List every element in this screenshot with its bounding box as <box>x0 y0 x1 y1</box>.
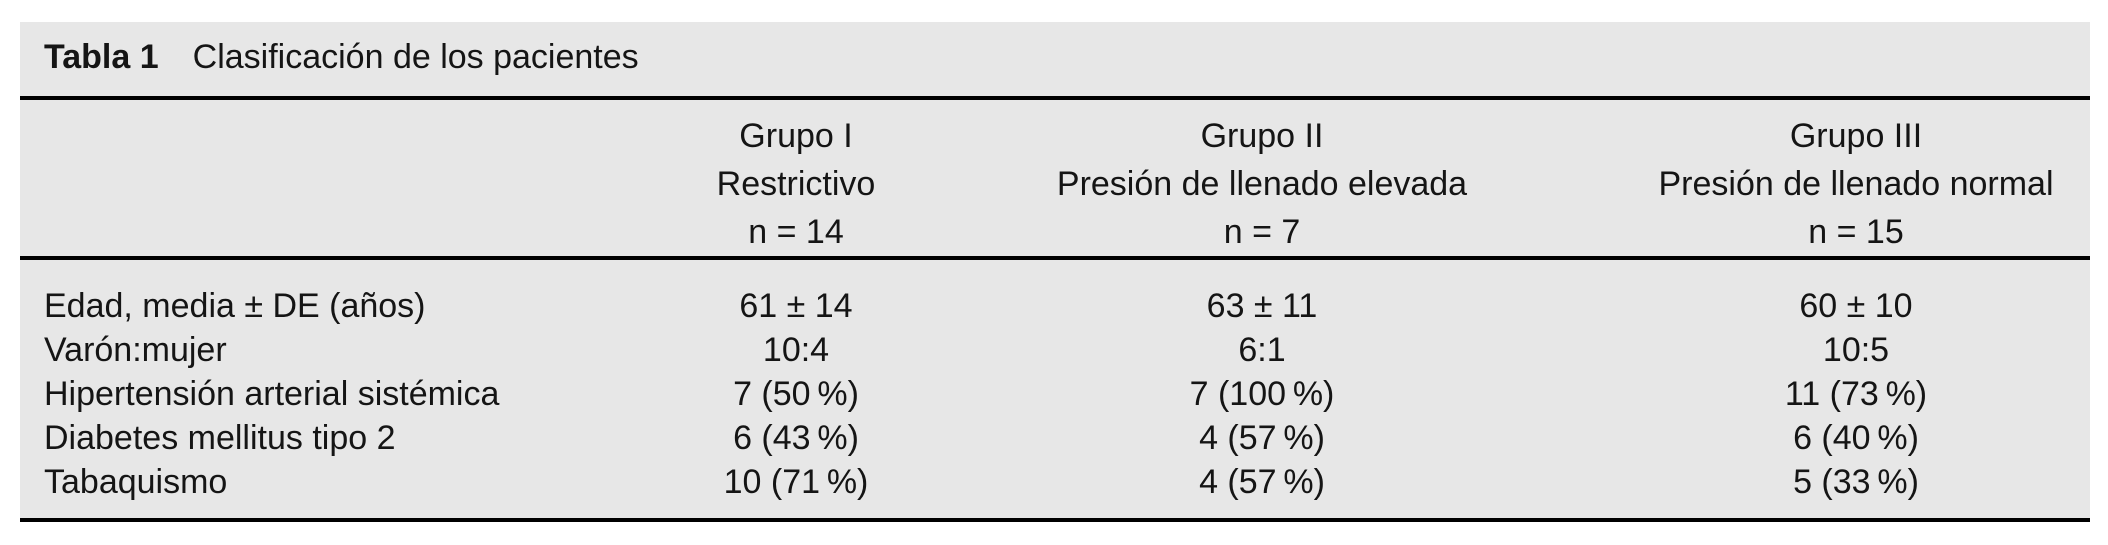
group-name: Grupo I <box>739 117 853 155</box>
cell-value: 10:4 <box>762 331 830 369</box>
table-row: Varón:mujer 10:4 6:1 10:5 <box>20 328 2090 372</box>
column-header-grupo-i: Grupo I Restrictivo n = 14 <box>717 112 876 256</box>
row-label: Tabaquismo <box>44 463 228 501</box>
cell-value: 61 ± 14 <box>739 287 853 325</box>
header-divider-rule <box>20 256 2090 260</box>
cell-value: 5 (33 %) <box>1793 463 1919 501</box>
cell-value: 10 (71 %) <box>723 463 869 501</box>
table-row: Diabetes mellitus tipo 2 6 (43 %) 4 (57 … <box>20 416 2090 460</box>
table-panel: Tabla 1 Clasificación de los pacientes Gr… <box>20 22 2090 522</box>
group-sample-size: n = 7 <box>1223 213 1301 251</box>
cell-value: 11 (73 %) <box>1784 375 1928 413</box>
group-name: Grupo II <box>1200 117 1324 155</box>
cell-value: 7 (100 %) <box>1189 375 1335 413</box>
cell-value: 6:1 <box>1238 331 1286 369</box>
cell-value: 60 ± 10 <box>1799 287 1913 325</box>
cell-value: 4 (57 %) <box>1199 419 1325 457</box>
group-description: Presión de llenado elevada <box>1056 165 1468 203</box>
cell-value: 6 (43 %) <box>733 419 859 457</box>
cell-value: 7 (50 %) <box>733 375 859 413</box>
cell-value: 6 (40 %) <box>1793 419 1919 457</box>
group-sample-size: n = 14 <box>748 213 844 251</box>
cell-value: 4 (57 %) <box>1199 463 1325 501</box>
row-label: Varón:mujer <box>44 331 227 369</box>
group-description: Presión de llenado normal <box>1658 165 2054 203</box>
group-name: Grupo III <box>1789 117 1923 155</box>
table-row: Hipertensión arterial sistémica 7 (50 %)… <box>20 372 2090 416</box>
table-row: Tabaquismo 10 (71 %) 4 (57 %) 5 (33 %) <box>20 460 2090 504</box>
group-description: Restrictivo <box>716 165 876 203</box>
cell-value: 63 ± 11 <box>1206 287 1318 325</box>
table-number: Tabla 1 <box>44 38 159 76</box>
bottom-rule <box>20 518 2090 522</box>
column-header-grupo-iii: Grupo III Presión de llenado normal n = … <box>1658 112 2053 256</box>
row-label: Diabetes mellitus tipo 2 <box>44 419 396 457</box>
table-caption-text: Clasificación de los pacientes <box>192 38 639 76</box>
group-sample-size: n = 15 <box>1808 213 1904 251</box>
row-label: Hipertensión arterial sistémica <box>44 375 500 413</box>
table-row: Edad, media ± DE (años) 61 ± 14 63 ± 11 … <box>20 284 2090 328</box>
cell-value: 10:5 <box>1822 331 1890 369</box>
caption-divider-rule <box>20 96 2090 100</box>
column-header-grupo-ii: Grupo II Presión de llenado elevada n = … <box>1057 112 1467 256</box>
row-label: Edad, media ± DE (años) <box>44 287 426 325</box>
table-caption: Tabla 1 Clasificación de los pacientes <box>44 35 639 79</box>
